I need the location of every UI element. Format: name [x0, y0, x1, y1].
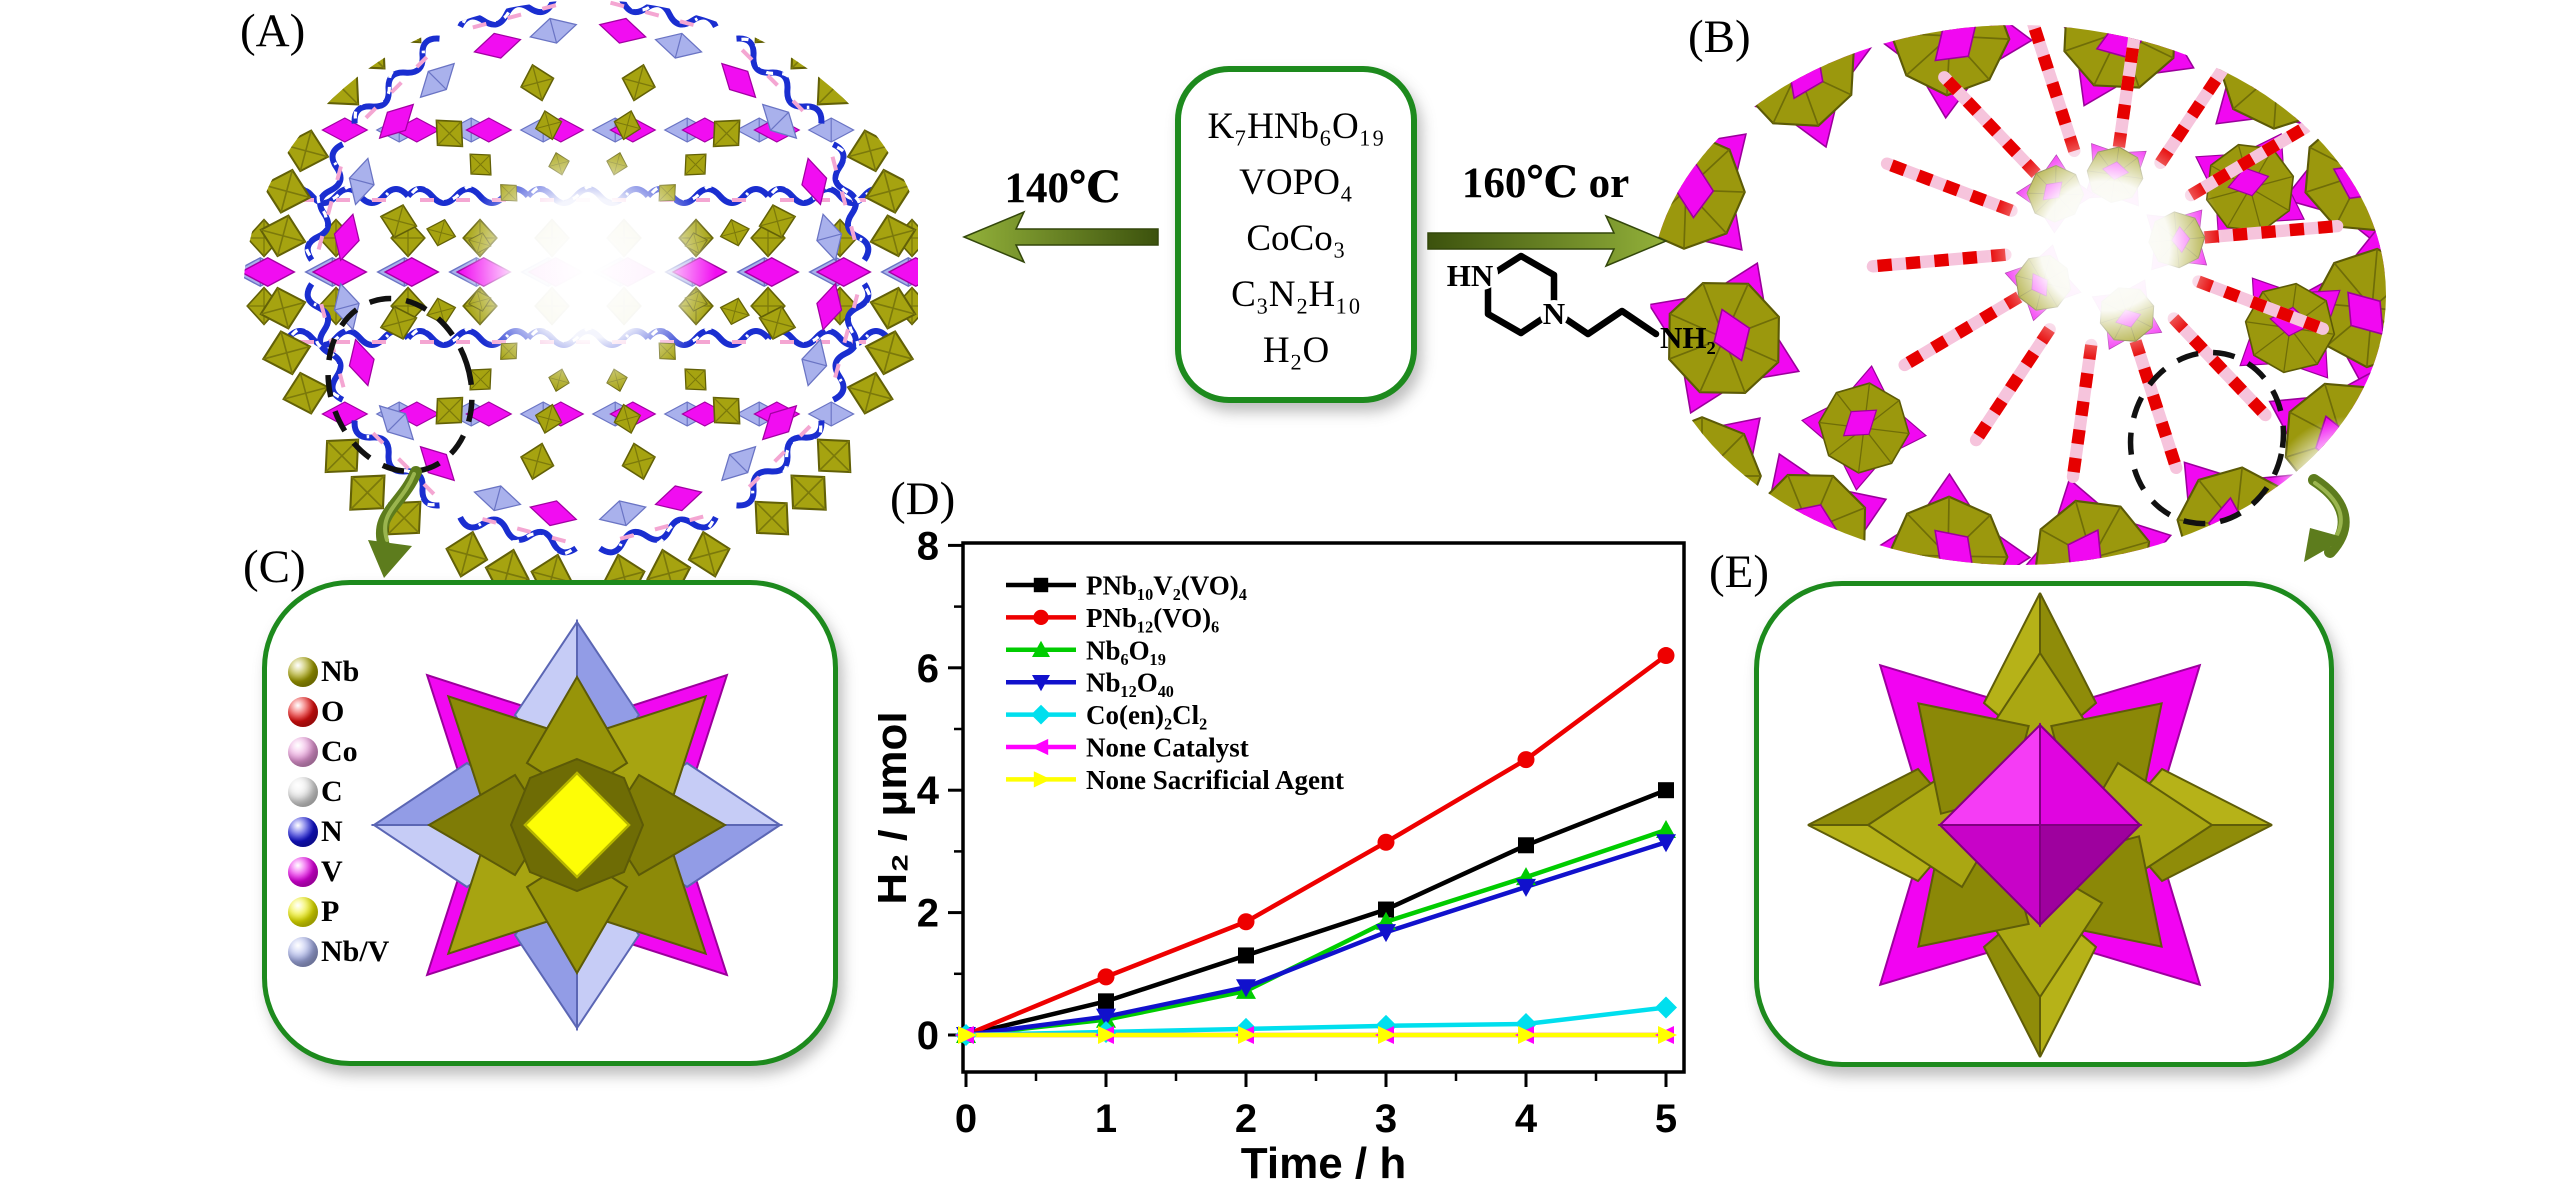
- x-tick-label: 5: [1655, 1097, 1677, 1141]
- x-tick-label: 3: [1375, 1097, 1397, 1141]
- reagent-list: K₇HNb₆O₁₉ VOPO₄ CoCo₃ C₃N₂H₁₀ H₂O: [1175, 99, 1417, 379]
- atom-legend-label: Nb/V: [321, 935, 390, 968]
- y-axis-title: H₂ / μmol: [878, 711, 916, 904]
- left-condition-label: 140℃: [1004, 165, 1121, 212]
- h2-evolution-chart: 0 1 2 3 4 5 0 2 4 6 8 Time / h H₂ / μmol PNb₁₀V₂(VO)₄…: [878, 524, 1686, 1188]
- x-tick-label: 4: [1515, 1097, 1538, 1141]
- reagent-box: [1175, 66, 1417, 403]
- atom-legend-label: V: [321, 855, 343, 888]
- atom-legend-item: N: [288, 812, 389, 852]
- series-line: [965, 653, 1668, 1038]
- y-tick-label: 0: [917, 1014, 939, 1058]
- chart-legend-label: Nb₁₂O₄₀: [1086, 668, 1174, 698]
- atom-legend-item: Nb/V: [288, 932, 389, 972]
- x-axis-title: Time / h: [1241, 1139, 1406, 1188]
- series-line: [965, 788, 1667, 1038]
- x-tick-label: 2: [1235, 1097, 1257, 1141]
- series-markers: [958, 782, 1674, 1043]
- series-markers: [957, 647, 1675, 1044]
- series-markers: [958, 1026, 1677, 1044]
- structure-a-body: [243, 0, 918, 600]
- chart-legend-label: Co(en)₂Cl₂: [1086, 700, 1207, 730]
- atom-sphere-icon: [288, 937, 318, 967]
- chart-legend-item: PNb₁₀V₂(VO)₄: [1006, 571, 1247, 601]
- panel-b-label: (B): [1688, 11, 1751, 63]
- series-line: [965, 840, 1667, 1038]
- atom-sphere-icon: [288, 737, 318, 767]
- amine-n-label: N: [1543, 296, 1565, 331]
- amine-hn-label: HN: [1447, 258, 1494, 293]
- chart-legend-label: None Sacrificial Agent: [1086, 765, 1344, 795]
- amine-nh2-label: NH₂: [1660, 320, 1716, 355]
- atom-legend-label: N: [321, 815, 343, 848]
- y-tick-label: 8: [917, 524, 939, 568]
- atom-sphere-icon: [288, 817, 318, 847]
- atom-sphere-icon: [288, 777, 318, 807]
- chart-legend-label: PNb₁₂(VO)₆: [1086, 603, 1219, 633]
- atom-legend-item: C: [288, 772, 389, 812]
- atom-sphere-icon: [288, 697, 318, 727]
- atom-color-legend: Nb O Co C N V P Nb/V: [288, 652, 389, 972]
- atom-legend-item: Co: [288, 732, 389, 772]
- panel-d-label: (D): [890, 473, 956, 525]
- atom-legend-item: O: [288, 692, 389, 732]
- x-tick-label: 0: [955, 1097, 977, 1141]
- structure-b-body: [1650, 25, 2386, 565]
- atom-legend-label: C: [321, 775, 343, 808]
- left-reaction-arrow-icon: [962, 210, 1159, 264]
- chart-legend-label: Nb₆O₁₉: [1086, 635, 1166, 665]
- panel-e-label: (E): [1709, 546, 1770, 598]
- panel-c-label: (C): [243, 541, 306, 593]
- chart-legend-label: PNb₁₀V₂(VO)₄: [1086, 571, 1247, 601]
- atom-sphere-icon: [288, 857, 318, 887]
- amine-molecule-structure: HN N NH₂: [1447, 252, 1716, 355]
- cluster-c-polyhedra: [370, 618, 784, 1032]
- right-condition-label: 160℃ or: [1461, 160, 1630, 207]
- cluster-e-polyhedra: [1807, 592, 2273, 1058]
- panel-a-label: (A): [240, 5, 306, 57]
- x-tick-label: 1: [1095, 1097, 1117, 1141]
- y-tick-label: 6: [917, 647, 939, 691]
- atom-sphere-icon: [288, 657, 318, 687]
- atom-legend-item: Nb: [288, 652, 389, 692]
- crystal-structure-a-illustration: [243, 0, 918, 600]
- y-tick-label: 4: [917, 769, 940, 813]
- atom-legend-item: P: [288, 892, 389, 932]
- chart-frame: [961, 541, 1686, 1074]
- chart-legend-label: None Catalyst: [1086, 733, 1249, 763]
- reagent-formula: K₇HNb₆O₁₉: [1207, 106, 1385, 147]
- atom-sphere-icon: [288, 897, 318, 927]
- right-reaction-arrow-icon: [1427, 214, 1668, 268]
- series-line: [965, 827, 1667, 1038]
- reagent-formula: CoCo₃: [1246, 218, 1346, 259]
- atom-legend-item: V: [288, 852, 389, 892]
- chart-legend-item: None Sacrificial Agent: [1006, 765, 1344, 795]
- atom-legend-label: Co: [321, 735, 358, 768]
- atom-legend-label: Nb: [321, 655, 360, 688]
- chart-legend-item: None Catalyst: [1006, 733, 1249, 763]
- reagent-formula: H₂O: [1262, 330, 1330, 371]
- chart-legend-item: Co(en)₂Cl₂: [1006, 700, 1207, 730]
- reagent-formula: C₃N₂H₁₀: [1231, 274, 1361, 315]
- reagent-formula: VOPO₄: [1239, 162, 1353, 203]
- atom-legend-label: O: [321, 695, 345, 728]
- y-tick-label: 2: [917, 892, 939, 936]
- crystal-structure-b-illustration: [1650, 25, 2386, 565]
- chart-legend-item: Nb₁₂O₄₀: [1006, 668, 1174, 698]
- chart-legend-item: Nb₆O₁₉: [1006, 635, 1166, 665]
- chart-legend-item: PNb₁₂(VO)₆: [1006, 603, 1219, 633]
- series-line: [965, 1005, 1667, 1038]
- atom-legend-label: P: [321, 895, 340, 928]
